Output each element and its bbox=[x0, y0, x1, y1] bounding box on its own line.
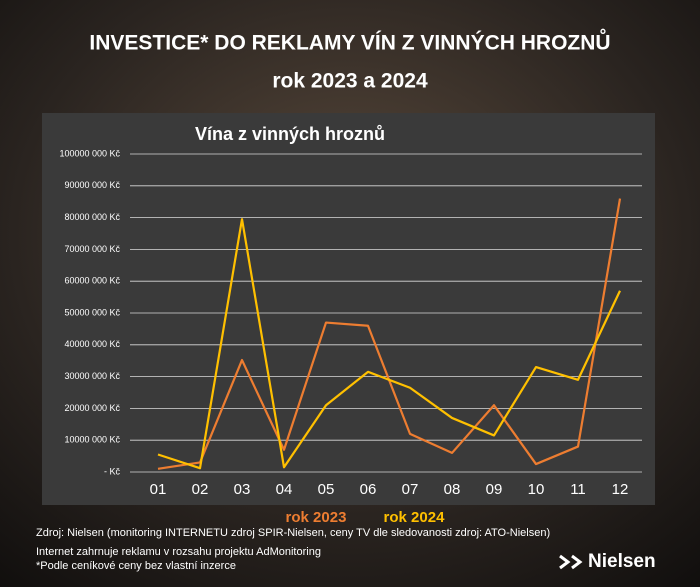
brand-name: Nielsen bbox=[588, 551, 656, 572]
chart-title: Vína z vinných hroznů bbox=[195, 124, 385, 144]
x-tick-label: 04 bbox=[276, 481, 293, 498]
x-tick-label: 06 bbox=[360, 481, 377, 498]
brand-logo: Nielsen bbox=[559, 551, 656, 572]
x-tick-label: 02 bbox=[192, 481, 209, 498]
y-tick-label: 80000 000 Kč bbox=[64, 212, 120, 222]
y-tick-label: 90000 000 Kč bbox=[64, 180, 120, 190]
legend-label: rok 2023 bbox=[286, 509, 347, 526]
y-tick-label: 10000 000 Kč bbox=[64, 435, 120, 445]
x-tick-label: 11 bbox=[570, 481, 586, 498]
chart-panel bbox=[42, 113, 655, 505]
x-tick-label: 01 bbox=[150, 481, 167, 498]
x-tick-label: 12 bbox=[612, 481, 629, 498]
y-tick-label: 70000 000 Kč bbox=[64, 244, 120, 254]
note: *Podle ceníkové ceny bez vlastní inzerce bbox=[36, 560, 236, 572]
x-tick-label: 05 bbox=[318, 481, 335, 498]
y-tick-label: 50000 000 Kč bbox=[64, 307, 120, 317]
legend-label: rok 2024 bbox=[384, 509, 446, 526]
series-line bbox=[157, 218, 621, 470]
x-tick-label: 09 bbox=[486, 481, 503, 498]
page-title: INVESTICE* DO REKLAMY VÍN Z VINNÝCH HROZ… bbox=[89, 29, 610, 55]
x-tick-label: 03 bbox=[234, 481, 251, 498]
y-tick-label: 20000 000 Kč bbox=[64, 403, 120, 413]
y-tick-label: 60000 000 Kč bbox=[64, 276, 120, 286]
note: Zdroj: Nielsen (monitoring INTERNETU zdr… bbox=[36, 527, 550, 539]
y-tick-label: - Kč bbox=[104, 466, 121, 476]
y-tick-label: 40000 000 Kč bbox=[64, 339, 120, 349]
x-tick-label: 08 bbox=[444, 481, 461, 498]
logo-icon bbox=[559, 554, 583, 570]
page-subtitle: rok 2023 a 2024 bbox=[272, 70, 428, 93]
x-tick-label: 10 bbox=[528, 481, 545, 498]
x-tick-label: 07 bbox=[402, 481, 419, 498]
note: Internet zahrnuje reklamu v rozsahu proj… bbox=[36, 546, 321, 558]
y-tick-label: 100000 000 Kč bbox=[59, 148, 120, 158]
y-tick-label: 30000 000 Kč bbox=[64, 371, 120, 381]
